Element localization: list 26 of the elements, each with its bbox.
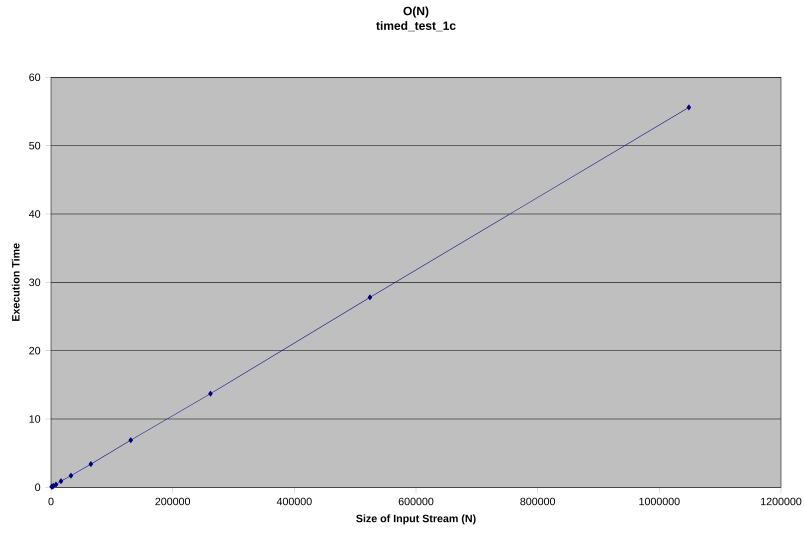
y-tick-label: 60 <box>29 74 40 82</box>
point <box>54 482 58 488</box>
x-tick-label: 600000 <box>398 498 434 506</box>
point <box>208 390 213 397</box>
point <box>686 104 692 110</box>
y-tick-label: 50 <box>29 142 40 150</box>
x-tick-label: 0 <box>48 498 54 506</box>
x-tick-label: 1000000 <box>639 498 680 506</box>
y-tick-label: 40 <box>28 210 40 218</box>
point <box>128 437 134 444</box>
y-tick-label: 0 <box>35 484 40 492</box>
point <box>88 461 94 468</box>
chart-title: O(N) <box>404 6 428 18</box>
x-tick-label: 800000 <box>520 498 556 506</box>
chart-subtitle: timed_test_1c <box>376 21 456 32</box>
x-axis-title: Size of Input Stream (N) <box>356 514 476 524</box>
y-tick-label: 10 <box>30 415 40 423</box>
point <box>58 478 64 484</box>
x-tick-label: 400000 <box>276 498 312 506</box>
point <box>68 472 74 479</box>
x-tick-label: 1200000 <box>761 498 802 506</box>
y-tick-label: 30 <box>29 278 40 286</box>
y-tick-label: 20 <box>29 346 40 354</box>
y-axis-title: Execution Time <box>12 243 20 321</box>
x-tick-label: 200000 <box>155 498 190 506</box>
point <box>368 294 372 300</box>
